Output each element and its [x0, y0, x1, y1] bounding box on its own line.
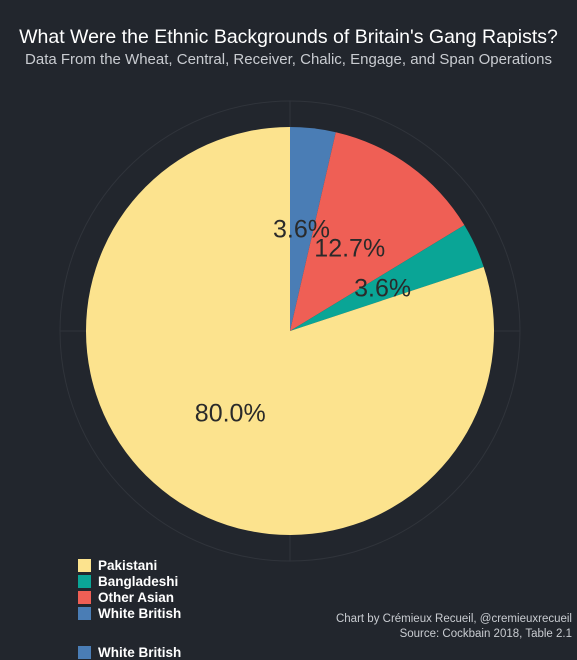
pie-slice-other-asian [290, 132, 465, 331]
legend-label-cutoff: White British [98, 644, 182, 660]
legend-label-bangladeshi: Bangladeshi [98, 573, 179, 589]
legend-label-other-asian: Other Asian [98, 589, 175, 605]
legend-swatch-pakistani [78, 558, 91, 572]
pie-slice-bangladeshi [290, 225, 484, 331]
legend-item-cutoff: White British [78, 644, 182, 660]
legend-swatch-cutoff [78, 645, 91, 659]
legend-item-bangladeshi: Bangladeshi [78, 573, 181, 589]
data-label-white-british: 3.6% [273, 216, 330, 244]
legend-item-other-asian: Other Asian [78, 589, 181, 605]
pie-slice-white-british [290, 127, 336, 331]
data-label-other-asian: 12.7% [314, 234, 385, 262]
legend-item-pakistani: Pakistani [78, 557, 181, 573]
pie-slice-pakistani [86, 127, 495, 535]
legend-swatch-other-asian [78, 590, 91, 604]
legend-swatch-white-british [78, 606, 91, 620]
chart-title: What Were the Ethnic Backgrounds of Brit… [19, 26, 558, 48]
legend-label-white-british: White British [98, 605, 182, 621]
legend-item-white-british: White British [78, 605, 181, 621]
chart-caption: Chart by Crémieux Recueil, @cremieuxrecu… [336, 612, 572, 642]
caption-credit: Chart by Crémieux Recueil, @cremieuxrecu… [335, 613, 572, 625]
legend: Pakistani Bangladeshi Other Asian White … [78, 557, 181, 621]
legend-swatch-bangladeshi [78, 574, 91, 588]
data-label-pakistani: 80.0% [195, 400, 266, 428]
data-label-bangladeshi: 3.6% [354, 274, 411, 302]
legend-label-pakistani: Pakistani [98, 557, 158, 573]
caption-source: Source: Cockbain 2018, Table 2.1 [399, 628, 572, 640]
chart-subtitle: Data From the Wheat, Central, Receiver, … [25, 51, 552, 68]
